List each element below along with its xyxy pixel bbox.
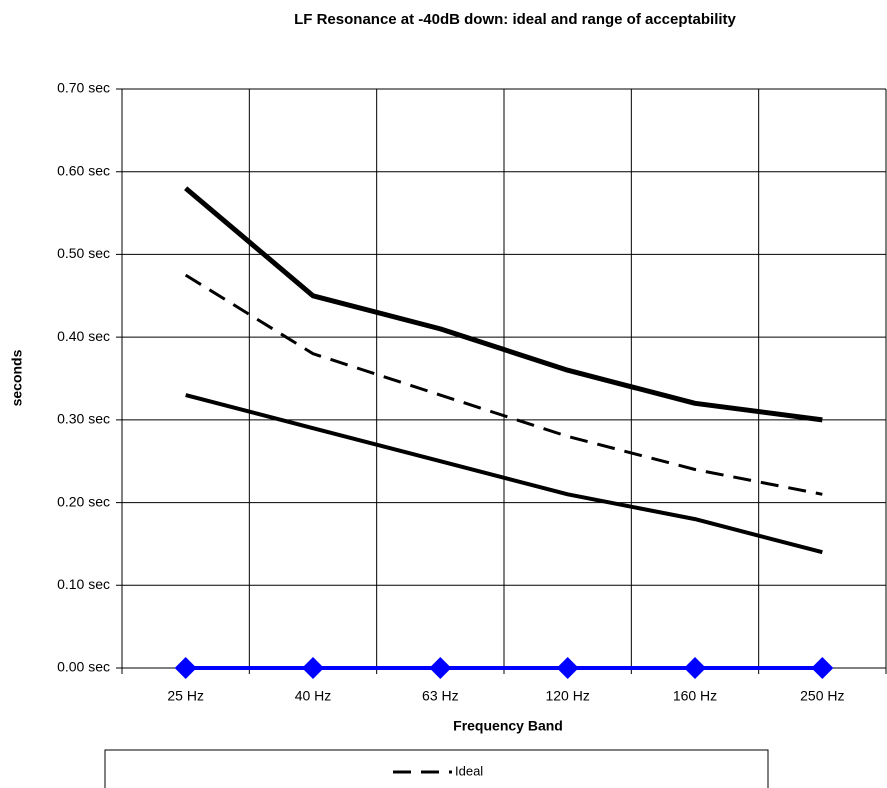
x-axis-title: Frequency Band [453,718,563,734]
x-tick-label: 250 Hz [800,688,844,704]
x-tick-label: 160 Hz [673,688,717,704]
diamond-marker [302,657,324,679]
y-tick-label: 0.20 sec [57,493,110,509]
x-tick-label: 25 Hz [167,688,204,704]
y-tick-label: 0.50 sec [57,245,110,261]
x-tick-label: 120 Hz [545,688,589,704]
diamond-marker [429,657,452,679]
y-tick-label: 0.70 sec [57,80,110,96]
y-tick-label: 0.60 sec [57,162,110,178]
chart-title: LF Resonance at -40dB down: ideal and ra… [294,11,736,28]
diamond-marker [556,657,579,679]
x-tick-label: 63 Hz [422,688,459,704]
y-tick-label: 0.10 sec [57,576,110,592]
series-line [184,273,823,496]
legend-label: Ideal [455,763,483,778]
legend-box [104,749,769,788]
y-tick-label: 0.00 sec [57,659,110,675]
y-tick-label: 0.40 sec [57,328,110,344]
diamond-marker [684,657,706,679]
diamond-marker [174,657,197,679]
series-line [185,393,823,555]
x-tick-label: 40 Hz [295,688,332,704]
y-tick-label: 0.30 sec [57,411,110,427]
y-axis-title: seconds [9,349,25,406]
diamond-marker [811,657,834,679]
series-line [184,186,823,423]
